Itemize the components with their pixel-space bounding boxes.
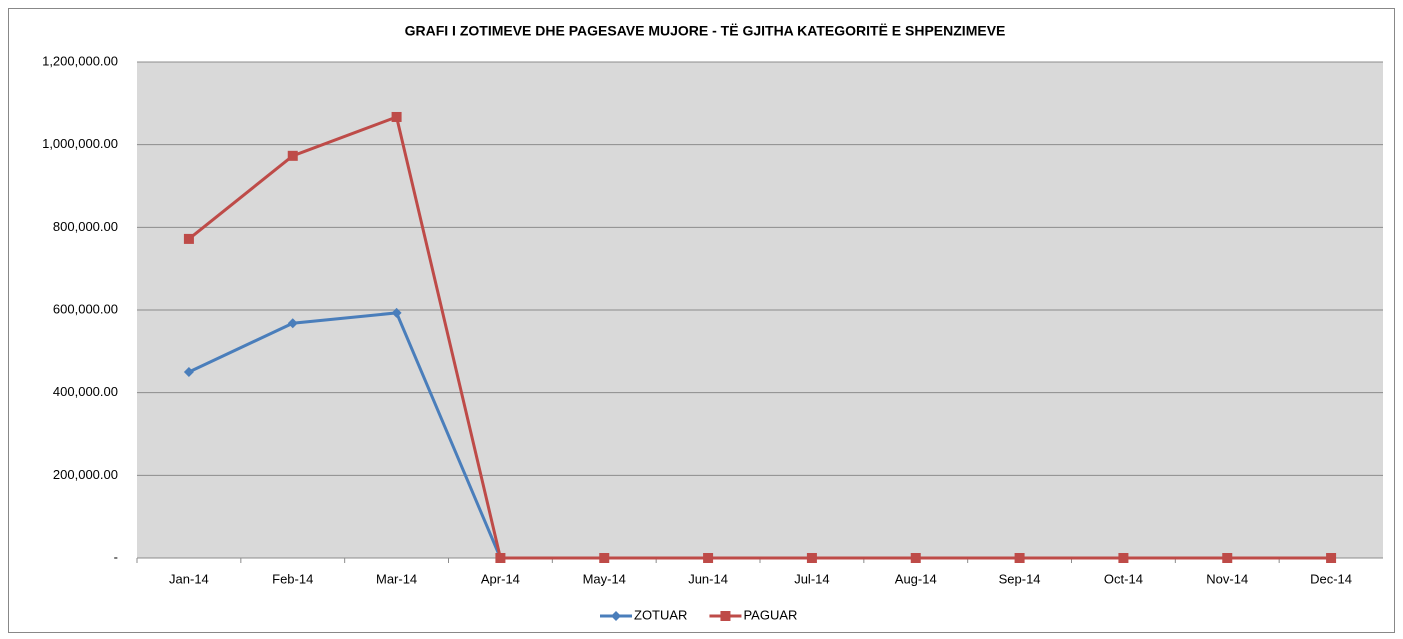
marker	[599, 553, 610, 563]
x-tick-label: Nov-14	[1206, 571, 1248, 586]
y-tick-label: 200,000.00	[53, 467, 118, 482]
x-tick-label: Mar-14	[376, 571, 417, 586]
marker	[703, 553, 714, 563]
marker	[1118, 553, 1129, 563]
marker	[806, 553, 817, 563]
x-tick-label: Feb-14	[272, 571, 313, 586]
series-line	[187, 114, 1332, 560]
x-tick-label: Dec-14	[1310, 571, 1352, 586]
y-tick-label: -	[114, 549, 118, 564]
marker	[910, 553, 921, 563]
y-tick-label: 400,000.00	[53, 384, 118, 399]
marker	[183, 233, 194, 244]
marker	[1326, 553, 1337, 563]
legend-label: PAGUAR	[743, 607, 797, 622]
y-tick-label: 1,000,000.00	[42, 136, 118, 151]
marker	[287, 318, 298, 329]
x-tick-label: Sep-14	[999, 571, 1041, 586]
marker	[391, 307, 402, 318]
marker	[1014, 553, 1025, 563]
marker	[495, 553, 506, 563]
marker	[391, 111, 402, 122]
y-tick-label: 1,200,000.00	[42, 53, 118, 68]
x-tick-label: Jan-14	[169, 571, 209, 586]
marker	[720, 611, 731, 621]
x-tick-label: Jun-14	[688, 571, 728, 586]
y-tick-label: 600,000.00	[53, 301, 118, 316]
x-tick-label: Aug-14	[895, 571, 937, 586]
y-tick-label: 800,000.00	[53, 219, 118, 234]
marker	[287, 150, 298, 161]
marker	[611, 611, 621, 621]
marker	[183, 367, 194, 377]
x-tick-label: Apr-14	[481, 571, 520, 586]
x-tick-label: Jul-14	[794, 571, 829, 586]
x-tick-label: May-14	[583, 571, 626, 586]
chart-title: GRAFI I ZOTIMEVE DHE PAGESAVE MUJORE - T…	[405, 23, 1006, 39]
x-tick-label: Oct-14	[1104, 571, 1143, 586]
legend-label: ZOTUAR	[634, 607, 687, 622]
marker	[1222, 553, 1233, 563]
